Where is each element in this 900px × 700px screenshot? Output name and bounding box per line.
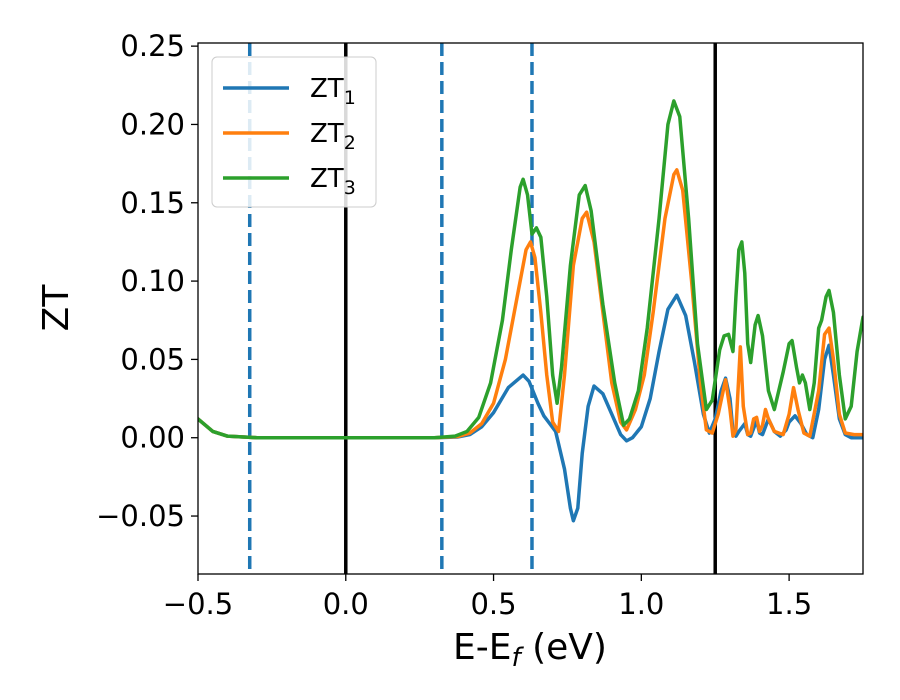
y-tick-label: −0.05 bbox=[96, 499, 185, 533]
y-axis-ticks: −0.05 0.00 0.05 0.10 0.15 0.20 0.25 bbox=[96, 29, 198, 533]
x-tick-label: 1.5 bbox=[766, 587, 812, 621]
legend-label-zt3: ZT3 bbox=[310, 164, 356, 199]
series-line-zt1 bbox=[198, 293, 863, 523]
legend: ZT1 ZT2 ZT3 bbox=[211, 56, 377, 208]
x-tick-label: −0.5 bbox=[163, 587, 233, 621]
y-axis-label: ZT bbox=[36, 284, 77, 332]
series-layer bbox=[198, 99, 863, 523]
legend-label-zt1: ZT1 bbox=[310, 74, 356, 109]
x-axis-ticks: −0.5 0.0 0.5 1.0 1.5 bbox=[163, 574, 812, 621]
legend-label-zt2: ZT2 bbox=[310, 119, 356, 154]
y-tick-label: 0.20 bbox=[120, 107, 185, 141]
series-line-zt3 bbox=[198, 99, 863, 440]
series-line-zt2 bbox=[198, 168, 863, 440]
y-tick-label: 0.00 bbox=[120, 421, 185, 455]
x-axis-label: E-Ef (eV) bbox=[453, 627, 607, 673]
x-tick-label: 1.0 bbox=[618, 587, 664, 621]
y-tick-label: 0.10 bbox=[120, 264, 185, 298]
y-tick-label: 0.25 bbox=[120, 29, 185, 63]
y-tick-label: 0.05 bbox=[120, 342, 185, 376]
x-tick-label: 0.5 bbox=[470, 587, 516, 621]
x-tick-label: 0.0 bbox=[323, 587, 369, 621]
plot-frame bbox=[197, 42, 864, 575]
y-tick-label: 0.15 bbox=[120, 186, 185, 220]
legend-box bbox=[211, 56, 377, 208]
